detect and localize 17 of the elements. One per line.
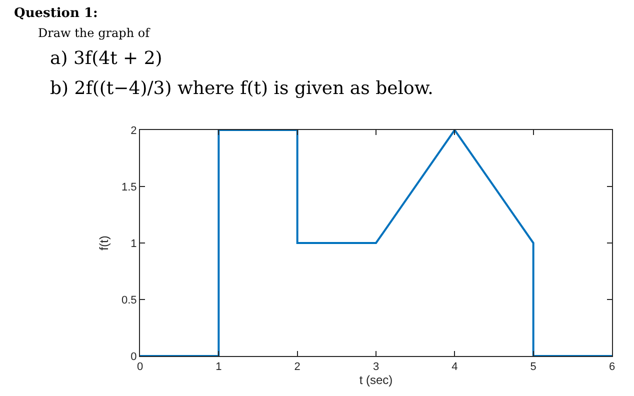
text: a) 3f(4t + 2) <box>50 48 162 69</box>
x-axis-title: t (sec) <box>359 373 393 388</box>
x-tick-label: 1 <box>216 361 222 374</box>
y-tick-label: 1 <box>130 238 137 250</box>
y-tick-label: 2 <box>130 124 137 137</box>
x-tick-label: 4 <box>452 361 458 374</box>
y-tick-label: 0 <box>130 350 137 363</box>
x-tick-label: 2 <box>294 361 300 374</box>
y-axis-title: f(t) <box>96 236 111 250</box>
chart-title: Question 1: <box>14 6 98 21</box>
text: b) 2f((t−4)/3) where f(t) is given as below. <box>50 78 434 99</box>
x-tick-label: 5 <box>530 361 536 374</box>
x-tick-label: 3 <box>372 361 380 374</box>
y-tick-label: 0.5 <box>122 294 137 306</box>
y-tick-label: 1.5 <box>122 181 137 194</box>
x-tick-label: 6 <box>608 361 616 374</box>
text: Draw the graph of <box>38 26 152 40</box>
